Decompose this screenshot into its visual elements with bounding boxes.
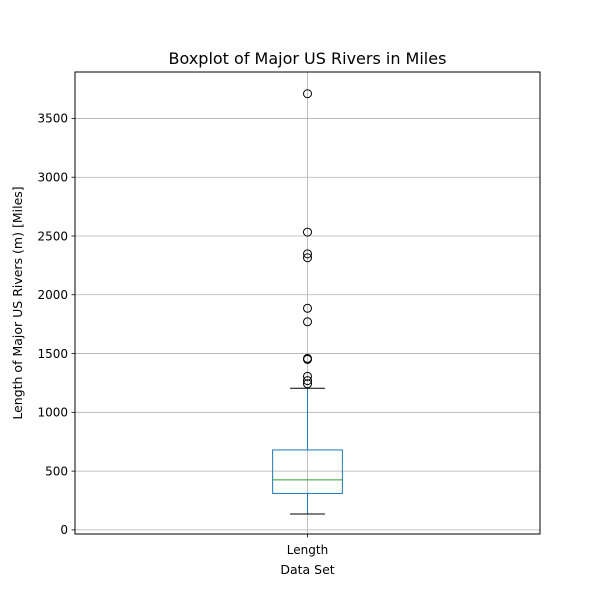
chart-title: Boxplot of Major US Rivers in Miles bbox=[169, 49, 447, 68]
y-tick-label: 2000 bbox=[37, 288, 68, 302]
y-tick-label: 1500 bbox=[37, 347, 68, 361]
box-plot-elements bbox=[272, 89, 343, 515]
y-tick-label: 0 bbox=[60, 523, 68, 537]
outlier-point bbox=[303, 376, 312, 386]
outlier-point bbox=[303, 379, 312, 389]
grid-lines bbox=[75, 72, 540, 534]
outlier-point bbox=[303, 253, 312, 263]
x-tick-label: Length bbox=[287, 543, 328, 557]
outlier-point bbox=[303, 89, 312, 99]
outlier-point bbox=[303, 371, 312, 381]
axis-ticks: 0 500 1000 1500 2000 2500 3000 3500 Length bbox=[37, 112, 328, 557]
y-tick-label: 500 bbox=[45, 464, 68, 478]
y-tick-label: 2500 bbox=[37, 229, 68, 243]
outlier-point bbox=[303, 303, 312, 313]
y-tick-label: 3000 bbox=[37, 171, 68, 185]
x-axis-label: Data Set bbox=[280, 562, 334, 577]
y-tick-label: 1000 bbox=[37, 406, 68, 420]
y-axis-label: Length of Major US Rivers (m) [Miles] bbox=[10, 186, 25, 419]
outlier-point bbox=[303, 249, 312, 259]
iqr-box bbox=[272, 449, 343, 494]
y-tick-label: 3500 bbox=[37, 112, 68, 126]
outlier-point bbox=[303, 317, 312, 327]
outlier-point bbox=[303, 227, 312, 237]
outlier-point bbox=[303, 353, 312, 363]
